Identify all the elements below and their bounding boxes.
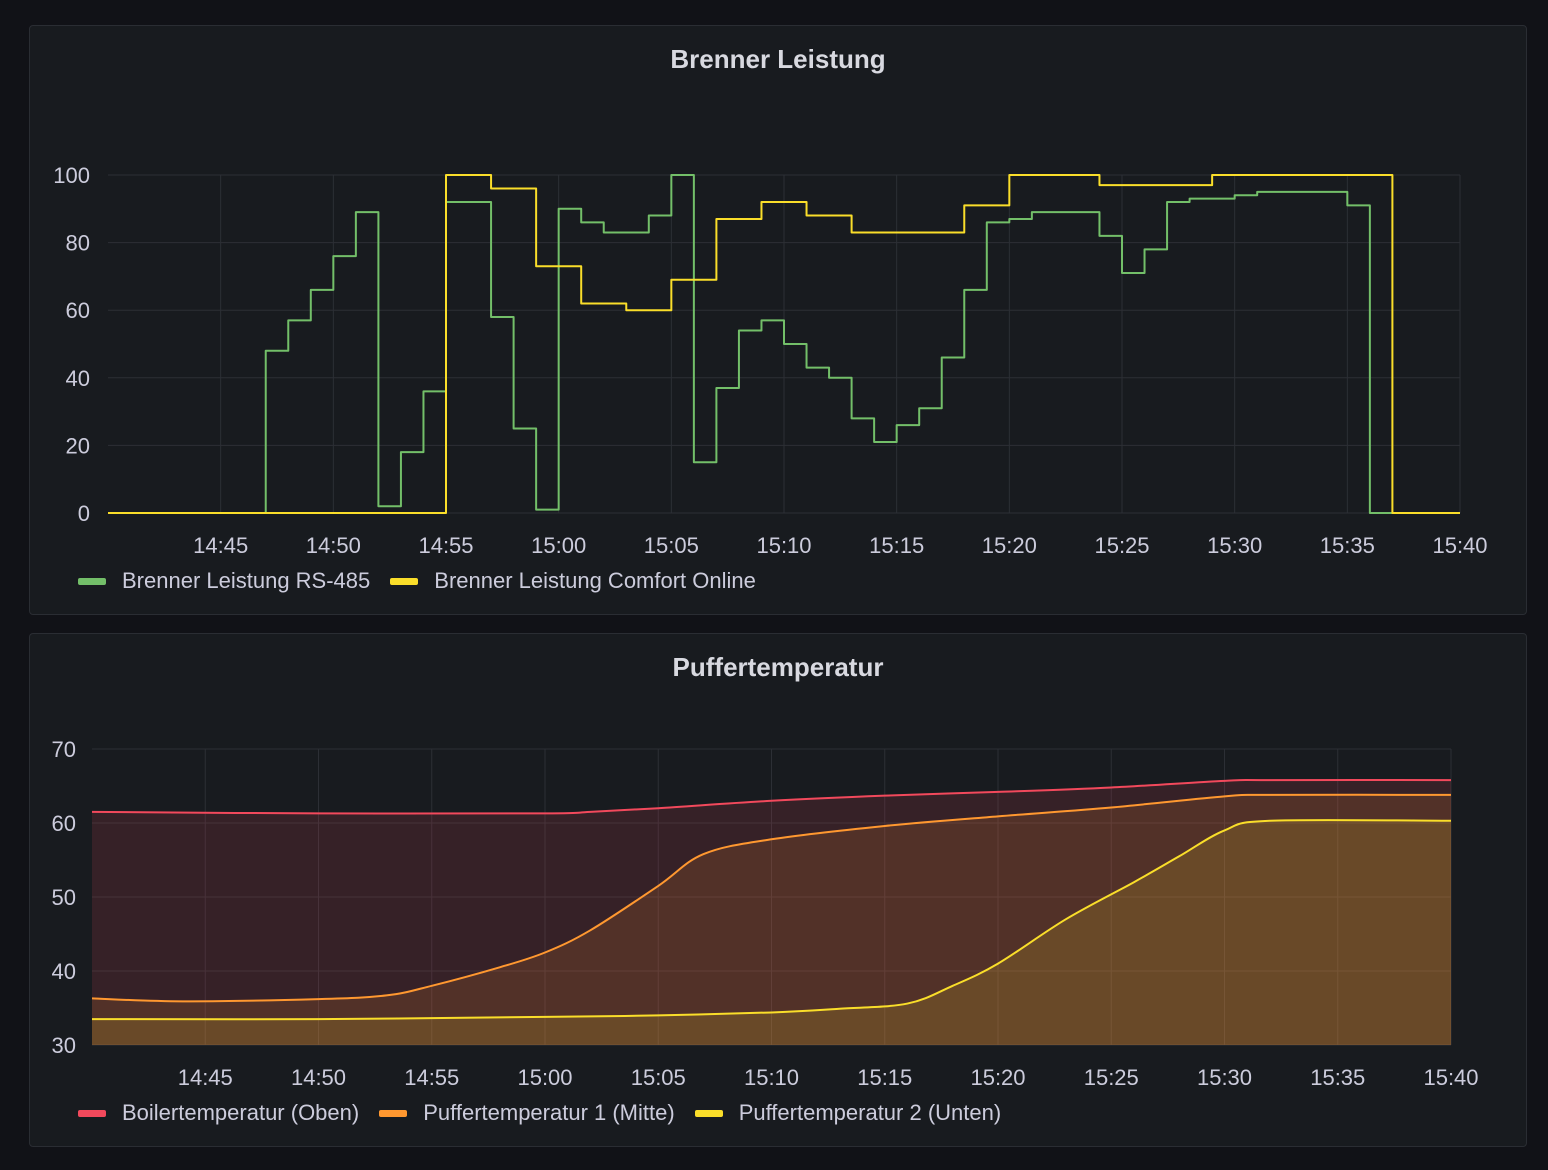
series-color-swatch (379, 1109, 408, 1117)
puffertemperatur-chart: 30 40 50 60 70 14:45 14:50 14:55 15:00 15:05 15:10… (52, 737, 1479, 1090)
x-tick-label: 15:00 (517, 1065, 572, 1090)
y-tick-label: 20 (66, 433, 90, 458)
x-tick-label: 15:35 (1310, 1065, 1365, 1090)
y-tick-label: 70 (52, 737, 76, 762)
series-line[interactable] (91, 779, 1452, 815)
legend-label: Boilertemperatur (Oben) (122, 1100, 360, 1125)
series-line[interactable] (91, 793, 1452, 1003)
x-tick-label: 14:50 (291, 1065, 346, 1090)
x-tick-label: 15:05 (644, 533, 699, 558)
x-tick-label: 15:20 (982, 533, 1037, 558)
series-color-swatch (390, 577, 419, 585)
series-line[interactable] (108, 174, 1460, 514)
x-tick-label: 15:00 (531, 533, 586, 558)
series-color-swatch (694, 1109, 723, 1117)
series-area (92, 820, 1451, 1045)
y-tick-label: 40 (52, 959, 76, 984)
legend-item-puffertemperatur-1[interactable]: Puffertemperatur 1 (Mitte) (379, 1100, 675, 1126)
y-tick-label: 100 (53, 163, 90, 188)
x-tick-label: 14:50 (306, 533, 361, 558)
x-tick-label: 15:20 (970, 1065, 1025, 1090)
x-tick-label: 15:05 (631, 1065, 686, 1090)
y-tick-label: 50 (52, 885, 76, 910)
y-tick-label: 30 (52, 1033, 76, 1058)
series-line[interactable] (91, 819, 1452, 1021)
x-tick-label: 14:45 (178, 1065, 233, 1090)
x-tick-label: 15:10 (756, 533, 811, 558)
x-tick-label: 14:55 (404, 1065, 459, 1090)
x-tick-label: 15:40 (1432, 533, 1487, 558)
panel-brenner-leistung: Brenner Leistung 0 20 40 60 80 100 14:45 14:50 1… (29, 25, 1527, 615)
y-tick-label: 60 (52, 811, 76, 836)
series-color-swatch (78, 1109, 106, 1117)
x-tick-label: 14:45 (193, 533, 248, 558)
legend-label: Brenner Leistung RS-485 (122, 568, 371, 593)
legend: Boilertemperatur (Oben) Puffertemperatur… (78, 1100, 1021, 1126)
legend-item-boilertemperatur[interactable]: Boilertemperatur (Oben) (78, 1100, 359, 1126)
x-tick-label: 15:30 (1207, 533, 1262, 558)
x-tick-label: 15:15 (857, 1065, 912, 1090)
legend-label: Brenner Leistung Comfort Online (434, 568, 756, 593)
series-color-swatch (78, 577, 106, 585)
series-area (92, 794, 1451, 1045)
grid (92, 748, 1452, 1046)
legend-label: Puffertemperatur 1 (Mitte) (423, 1100, 675, 1125)
x-tick-label: 15:35 (1320, 533, 1375, 558)
series-line[interactable] (108, 174, 1460, 514)
x-tick-label: 15:25 (1084, 1065, 1139, 1090)
panel-title[interactable]: Brenner Leistung (670, 44, 886, 74)
series-area (92, 780, 1451, 1045)
y-tick-label: 60 (66, 298, 90, 323)
x-tick-label: 15:40 (1423, 1065, 1478, 1090)
legend-label: Puffertemperatur 2 (Unten) (738, 1100, 1002, 1125)
x-tick-label: 15:15 (869, 533, 924, 558)
x-tick-label: 15:30 (1197, 1065, 1252, 1090)
y-tick-label: 80 (66, 231, 90, 256)
legend-item-rs485[interactable]: Brenner Leistung RS-485 (78, 568, 370, 594)
x-tick-label: 15:10 (744, 1065, 799, 1090)
x-tick-label: 15:25 (1094, 533, 1149, 558)
x-tick-label: 14:55 (418, 533, 473, 558)
panel-title[interactable]: Puffertemperatur (672, 652, 884, 682)
legend-item-puffertemperatur-2[interactable]: Puffertemperatur 2 (Unten) (694, 1100, 1002, 1126)
legend-item-comfort-online[interactable]: Brenner Leistung Comfort Online (390, 568, 756, 594)
y-tick-label: 0 (78, 501, 90, 526)
brenner-leistung-chart: 0 20 40 60 80 100 14:45 14:50 14:55 15:00 15:05 15:… (53, 163, 1487, 558)
y-tick-label: 40 (66, 366, 90, 391)
legend: Brenner Leistung RS-485 Brenner Leistung… (78, 568, 776, 594)
panel-puffertemperatur: Puffertemperatur 30 40 50 60 70 14:45 14:50 14:… (29, 633, 1527, 1147)
